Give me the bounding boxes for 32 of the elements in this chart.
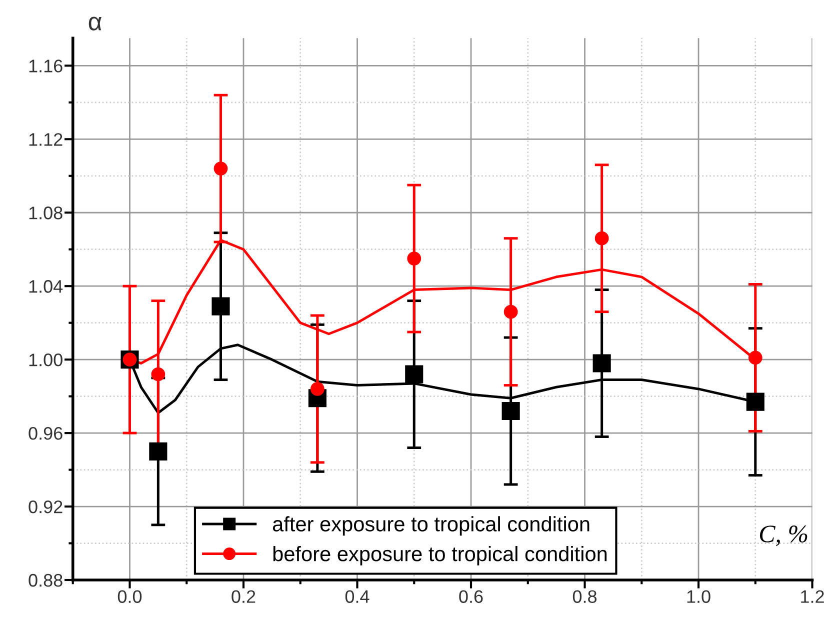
point bbox=[214, 162, 228, 176]
point bbox=[504, 304, 518, 319]
point bbox=[502, 402, 520, 420]
point bbox=[151, 367, 166, 382]
point bbox=[746, 392, 764, 411]
y-tick-label: 0.96 bbox=[28, 426, 62, 440]
point bbox=[310, 382, 324, 396]
y-axis-title: α bbox=[88, 16, 102, 30]
x-tick-label: 0.4 bbox=[345, 590, 370, 603]
y-tick-label: 1.12 bbox=[29, 133, 62, 146]
x-tick-label: 1.2 bbox=[801, 590, 824, 603]
x-tick-label: 0.6 bbox=[459, 590, 483, 603]
x-tick-label: 0.8 bbox=[572, 590, 597, 603]
point bbox=[748, 350, 762, 365]
legend-label: before exposure to tropical condition bbox=[273, 546, 607, 566]
point bbox=[212, 297, 230, 316]
x-axis-title: C, % bbox=[760, 526, 808, 546]
point bbox=[149, 442, 168, 460]
y-tick-label: 0.92 bbox=[28, 500, 62, 514]
y-tick-label: 1.04 bbox=[29, 280, 63, 293]
y-tick-label: 0.88 bbox=[28, 574, 62, 587]
point bbox=[407, 252, 422, 266]
y-tick-label: 1.00 bbox=[29, 354, 62, 366]
legend-label: after exposure to tropical condition bbox=[272, 516, 590, 536]
y-tick-label: 1.16 bbox=[29, 60, 62, 72]
x-tick-label: 0.0 bbox=[118, 590, 142, 603]
point bbox=[592, 354, 611, 372]
point bbox=[405, 365, 424, 384]
x-tick-label: 0.2 bbox=[232, 590, 256, 603]
x-tick-label: 1.0 bbox=[687, 590, 710, 603]
y-tick-label: 1.08 bbox=[29, 206, 62, 220]
point bbox=[594, 231, 609, 246]
